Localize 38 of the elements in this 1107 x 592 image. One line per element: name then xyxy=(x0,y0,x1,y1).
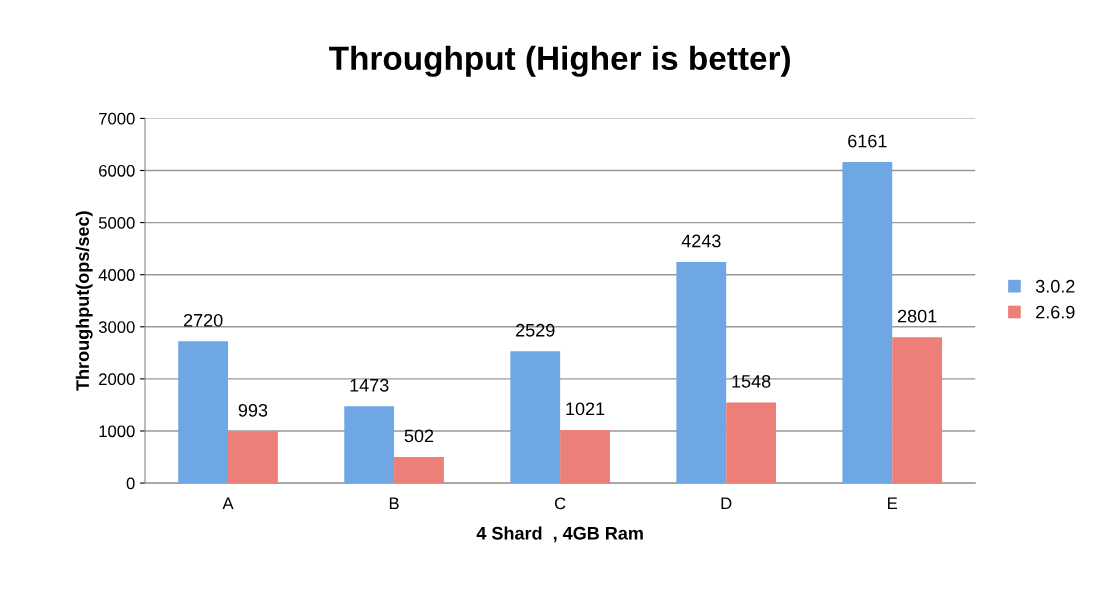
bar xyxy=(394,456,444,484)
data-label: 1473 xyxy=(350,378,389,392)
data-label: 2529 xyxy=(516,323,555,337)
y-tick-label: 2000 xyxy=(99,373,135,386)
data-label: 993 xyxy=(238,403,268,417)
bar xyxy=(842,162,893,484)
y-tick-label: 1000 xyxy=(99,425,135,438)
data-label: 2720 xyxy=(183,313,223,327)
y-tick-label: 6000 xyxy=(99,164,135,177)
y-axis-title: Throughput(ops/sec) xyxy=(75,211,93,391)
bar xyxy=(510,351,561,484)
x-tick-label: A xyxy=(222,497,234,510)
bar xyxy=(892,337,943,484)
bar xyxy=(560,429,610,484)
y-tick-label: 5000 xyxy=(98,216,135,229)
legend-label: 2.6.9 xyxy=(1036,305,1075,319)
data-label: 1548 xyxy=(732,374,771,388)
bar xyxy=(726,402,777,484)
data-label: 6161 xyxy=(848,134,887,148)
data-label: 4243 xyxy=(681,234,721,248)
legend-label: 3.0.2 xyxy=(1035,279,1075,293)
x-tick-label: C xyxy=(554,497,566,510)
bar xyxy=(344,406,395,484)
bar xyxy=(676,262,727,484)
x-axis-title: 4 Shard , 4GB Ram xyxy=(476,526,643,543)
y-tick-label: 7000 xyxy=(99,112,135,125)
bar xyxy=(228,431,278,484)
y-tick-label: 0 xyxy=(126,477,135,490)
x-tick-label: E xyxy=(888,497,898,510)
x-tick-label: D xyxy=(721,497,732,510)
x-tick-label: B xyxy=(389,497,399,510)
y-tick-label: 4000 xyxy=(98,269,135,281)
data-label: 2801 xyxy=(897,309,937,323)
y-tick-label: 3000 xyxy=(98,321,135,333)
bar xyxy=(178,341,229,484)
data-label: 1021 xyxy=(566,402,605,416)
data-label: 502 xyxy=(404,429,434,443)
chart-title: Throughput (Higher is better) xyxy=(329,45,790,77)
